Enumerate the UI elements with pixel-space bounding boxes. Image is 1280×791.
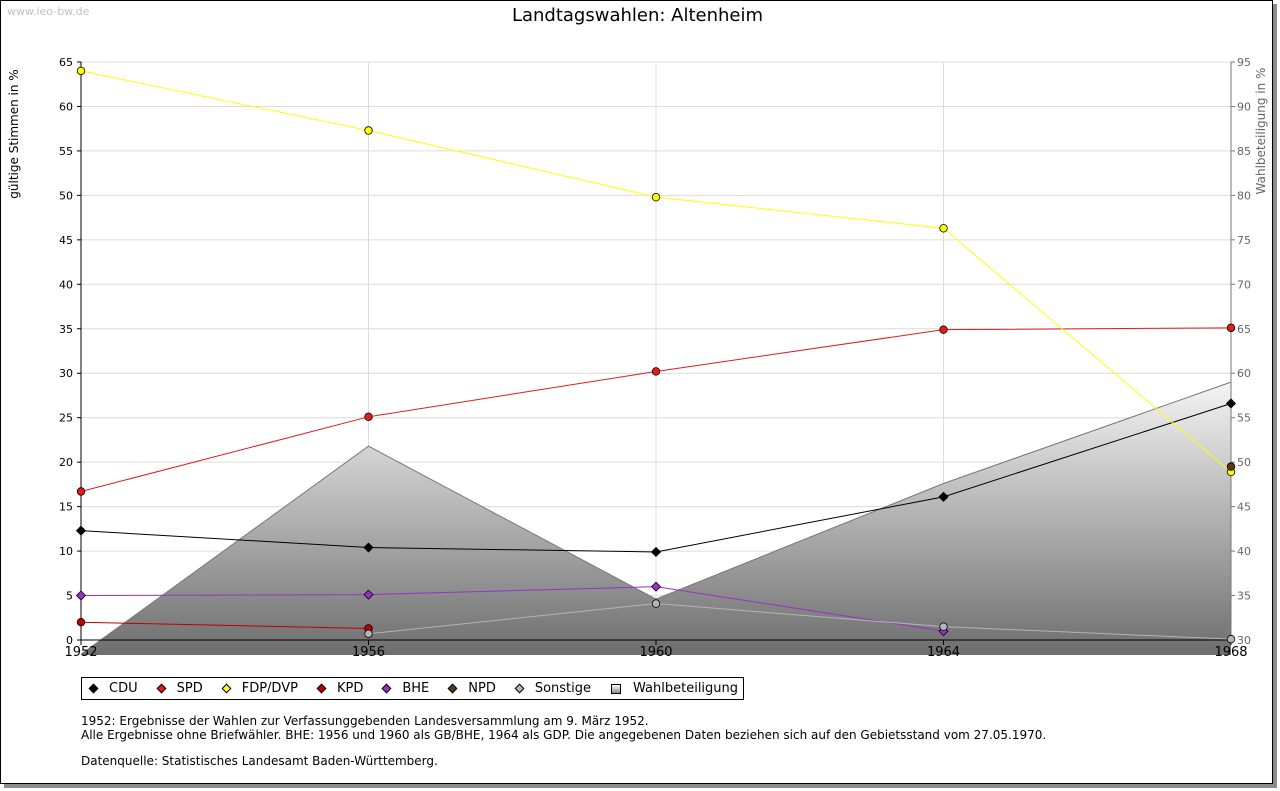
legend-label: SPD [176,681,203,696]
legend-label: Wahlbeteiligung [633,681,739,696]
y-tick-label-right: 45 [1237,501,1251,514]
point-bhe [650,581,662,592]
watermark: www.leo-bw.de [7,5,90,18]
y-tick-label-left: 30 [59,367,73,380]
y-axis-title-left: gültige Stimmen in % [7,69,21,198]
y-tick-label-left: 40 [59,278,73,291]
chart-title: Landtagswahlen: Altenheim [511,5,764,26]
y-tick-label-left: 60 [59,100,73,113]
point-kpd [76,618,86,627]
y-tick-label-right: 95 [1237,56,1251,69]
legend-item-sonstige: Sonstige [514,681,592,696]
x-tick-label: 1960 [639,645,672,660]
y-tick-label-left: 5 [66,590,73,603]
point-fdp-dvp [939,224,948,233]
point-spd [651,367,661,376]
point-spd [1226,323,1236,333]
legend-label: CDU [109,681,138,696]
legend-item-bhe: BHE [381,681,430,696]
legend-item-fdp-dvp: FDP/DVP [221,681,298,696]
legend-label: NPD [468,681,496,696]
legend-item-cdu: CDU [88,681,138,696]
legend-marker-cdu [88,683,99,694]
y-tick-label-right: 90 [1237,100,1251,113]
y-tick-label-right: 35 [1237,590,1251,603]
y-tick-label-right: 30 [1237,634,1251,647]
legend-label: FDP/DVP [241,681,298,696]
y-tick-label-left: 25 [59,412,73,425]
y-tick-label-right: 55 [1237,412,1251,425]
y-tick-label-right: 75 [1237,234,1251,247]
legend-marker-kpd [316,683,327,694]
x-tick-label: 1952 [64,645,97,660]
point-bhe [75,590,87,601]
legend-item-npd: NPD [447,681,496,696]
x-tick-label: 1964 [927,645,960,660]
y-tick-label-left: 65 [59,56,73,69]
point-sonstige [364,629,373,638]
legend-marker-fdp-dvp [221,683,232,694]
y-tick-label-right: 60 [1237,367,1251,380]
x-tick-label: 1956 [352,645,385,660]
y-tick-label-left: 15 [59,501,73,514]
point-cdu [363,542,374,553]
point-fdp-dvp [651,192,661,202]
note-source: Datenquelle: Statistisches Landesamt Bad… [81,754,438,768]
point-spd [76,487,86,496]
point-sonstige [939,622,948,631]
y-tick-label-left: 20 [59,456,73,469]
legend-marker-sonstige [514,683,525,694]
point-bhe [363,589,374,600]
y-tick-label-right: 85 [1237,145,1251,158]
y-tick-label-left: 50 [59,189,73,202]
y-tick-label-right: 80 [1237,189,1251,202]
point-cdu [938,491,949,502]
point-cdu [1225,398,1237,409]
x-tick-label: 1968 [1214,645,1247,660]
point-spd [364,412,373,422]
y-tick-label-left: 0 [66,634,73,647]
legend-marker-spd [156,683,167,694]
legend-item-wahlbeteiligung: Wahlbeteiligung [611,681,738,696]
note-line-1: 1952: Ergebnisse der Wahlen zur Verfassu… [81,714,649,728]
point-npd [1226,462,1236,471]
line-sonstige [368,603,1232,640]
point-sonstige [1226,634,1236,644]
y-tick-label-right: 50 [1237,456,1251,469]
point-cdu [650,546,662,558]
legend-marker-wahlbeteiligung [611,683,622,694]
y-tick-label-left: 35 [59,323,73,336]
y-axis-title-right: Wahlbeteiligung in % [1254,68,1268,195]
line-kpd [80,621,369,629]
y-tick-label-left: 10 [59,545,73,558]
point-cdu [75,525,87,536]
point-fdp-dvp [76,66,86,76]
point-fdp-dvp [364,126,373,135]
notes: 1952: Ergebnisse der Wahlen zur Verfassu… [81,714,1046,768]
y-tick-label-right: 65 [1237,323,1251,336]
y-tick-label-left: 45 [59,234,73,247]
legend-label: Sonstige [534,681,592,696]
line-bhe [80,586,944,632]
legend-marker-bhe [381,683,392,694]
legend-item-spd: SPD [156,681,203,696]
area-wahlbeteiligung-outline [80,381,1232,655]
point-sonstige [651,599,661,608]
y-tick-label-left: 55 [59,145,73,158]
legend-label: BHE [402,681,430,696]
legend-item-kpd: KPD [316,681,364,696]
point-spd [939,325,948,334]
legend-marker-npd [447,683,458,694]
note-line-2: Alle Ergebnisse ohne Briefwähler. BHE: 1… [81,728,1047,742]
legend: CDU SPD FDP/DVP KPD BHE NPD Sonstige Wahlbeteil… [81,677,745,700]
y-tick-label-right: 70 [1237,278,1251,291]
area-wahlbeteiligung [81,382,1231,655]
y-tick-label-right: 40 [1237,545,1251,558]
legend-label: KPD [336,681,364,696]
